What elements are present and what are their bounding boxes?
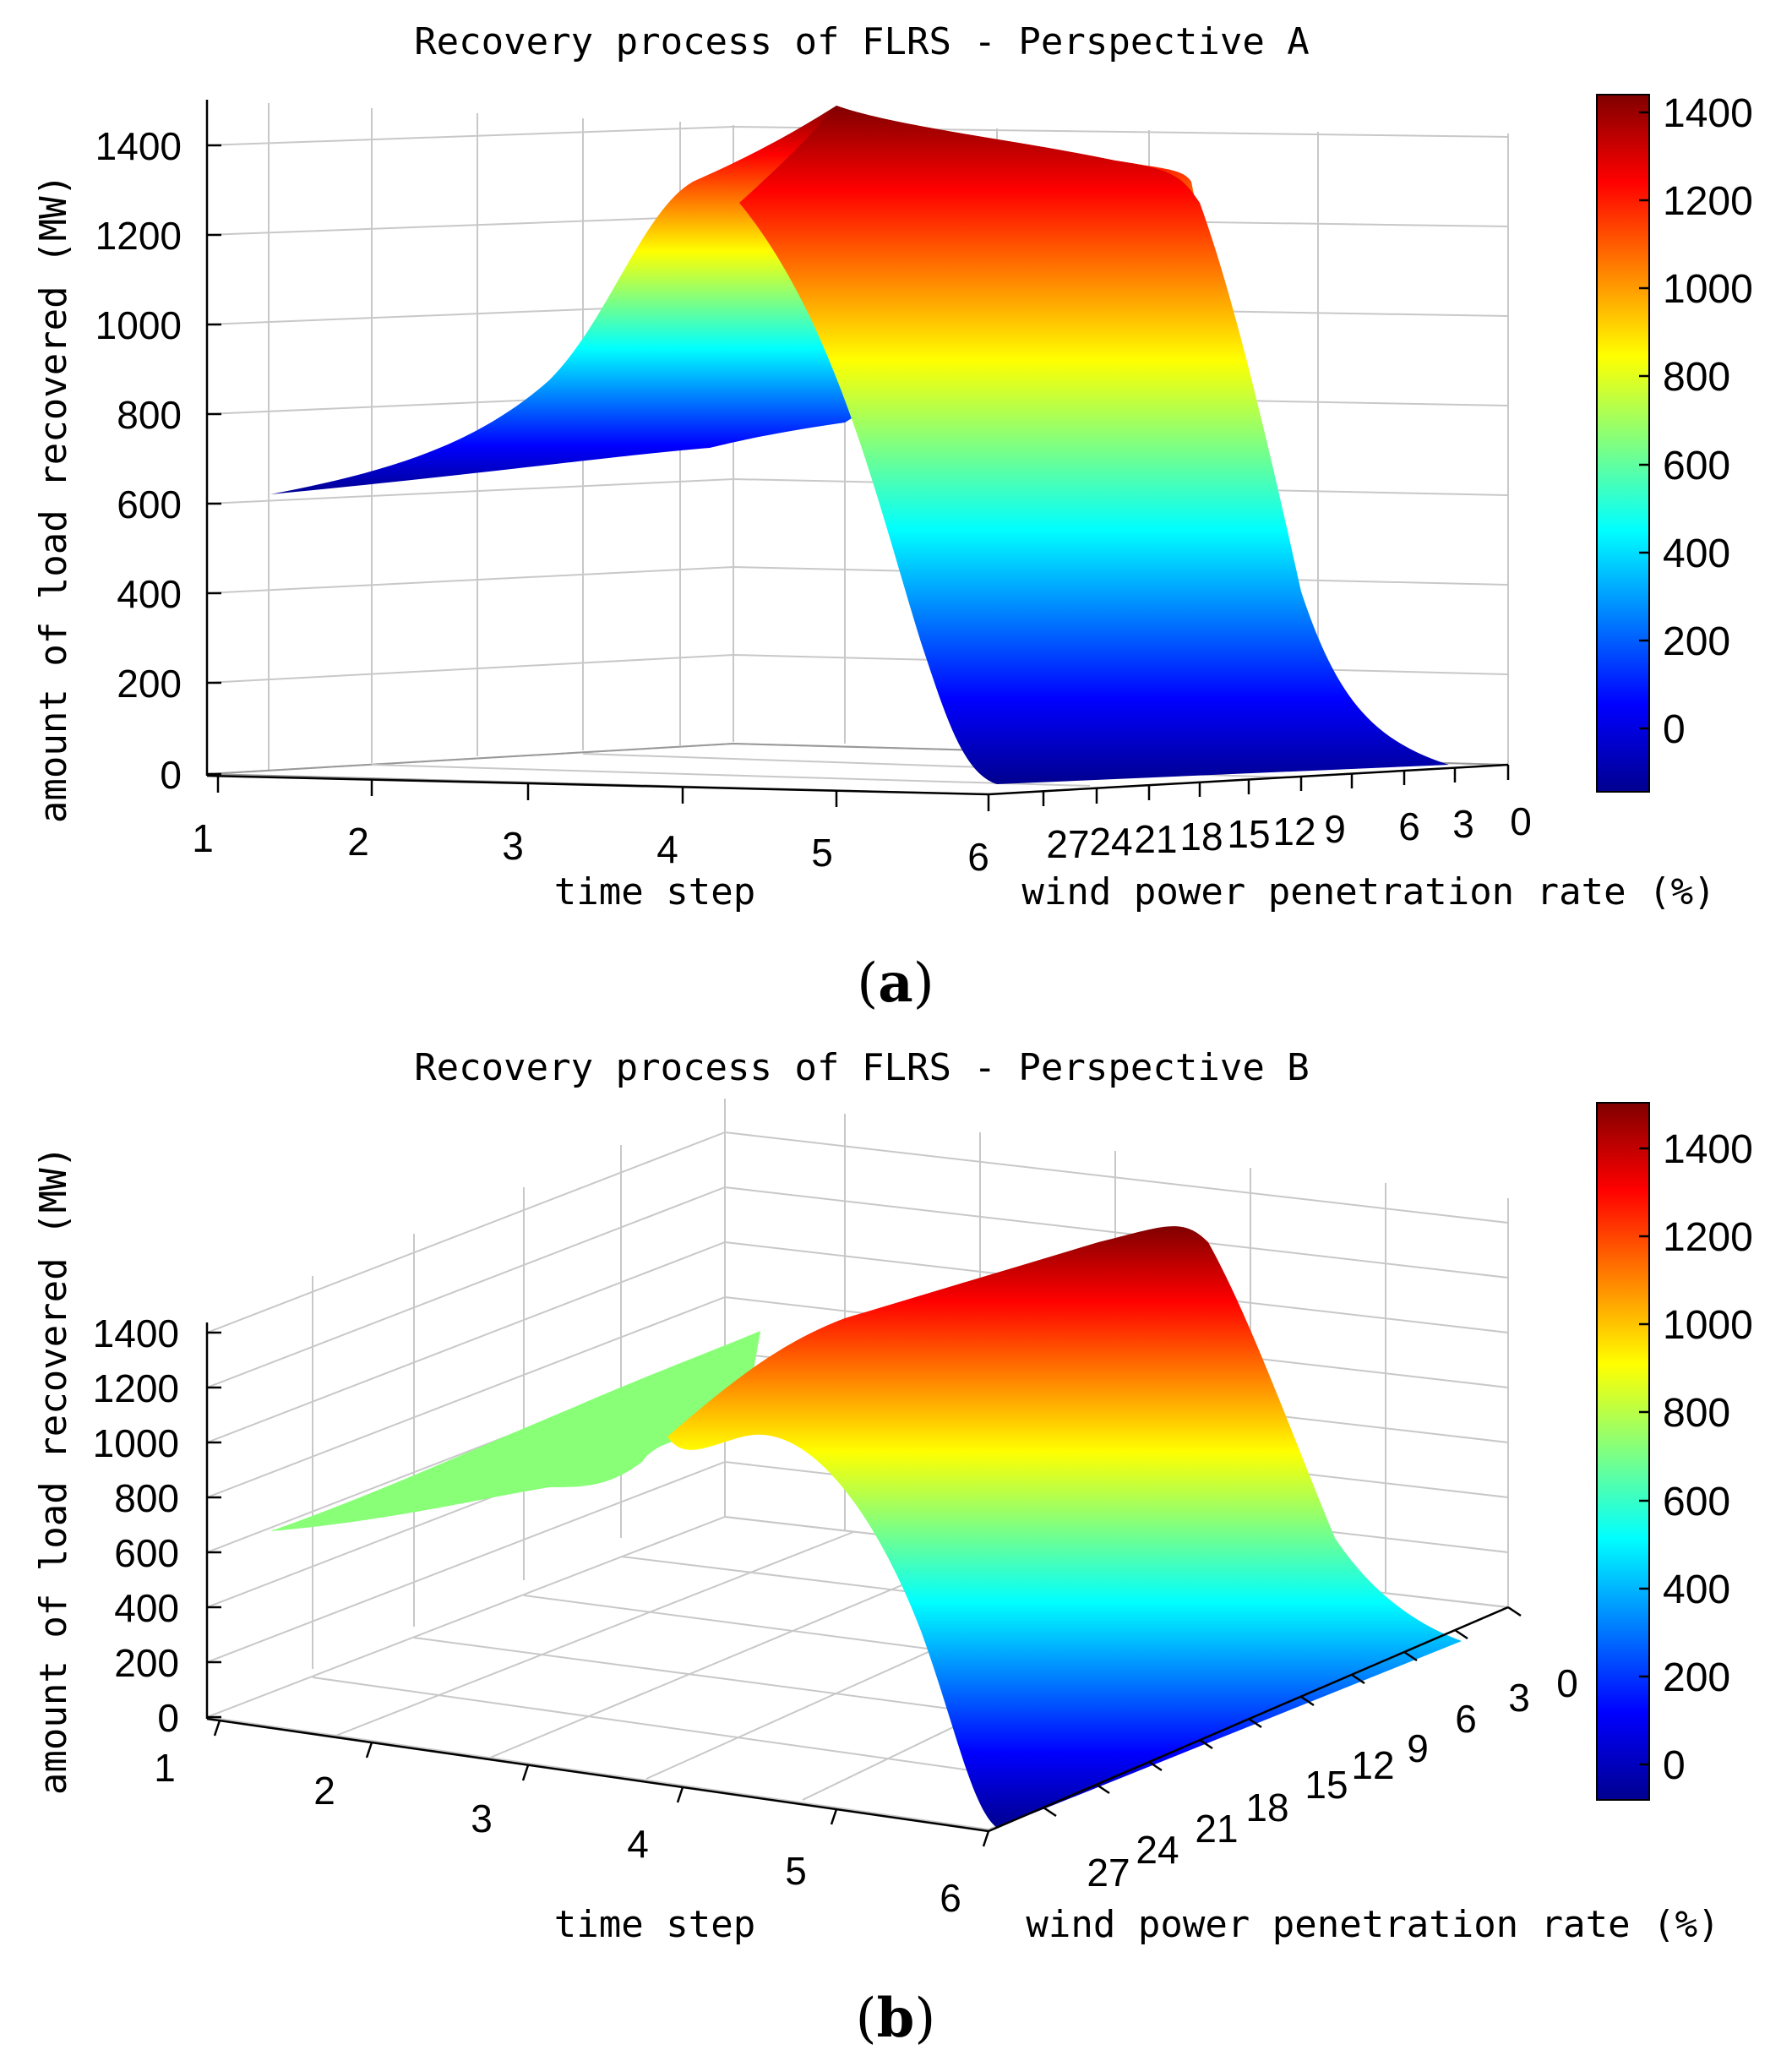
- chart-b-ylabel: wind power penetration rate (%): [1026, 1903, 1719, 1946]
- chart-b-cbtick-600: 600: [1663, 1480, 1730, 1524]
- chart-a-surface-front: [739, 106, 1449, 784]
- chart-b-ztick-400: 400: [114, 1586, 179, 1630]
- chart-b-cbtick-800: 800: [1663, 1391, 1730, 1436]
- chart-b-ytick-21: 21: [1195, 1807, 1238, 1851]
- chart-b-colorbar: 0 200 400 600 800 1000 1200 1400: [1596, 1102, 1753, 1801]
- chart-a-xtick-2: 2: [347, 820, 369, 864]
- chart-b-x-axis: [206, 1717, 989, 1833]
- chart-b-ytick-24: 24: [1136, 1828, 1179, 1872]
- chart-b-xlabel: time step: [554, 1903, 755, 1946]
- chart-b-ytick-0: 0: [1556, 1661, 1578, 1705]
- chart-a-ytick-9: 9: [1324, 807, 1346, 851]
- chart-a-colorbar-bar: [1596, 94, 1650, 793]
- chart-a-zlabel: amount of load recovered (MW): [32, 174, 75, 823]
- chart-b-cbtick-0: 0: [1663, 1743, 1686, 1788]
- chart-a-ytick-3: 3: [1452, 802, 1474, 846]
- chart-a-ytick-6: 6: [1398, 804, 1420, 848]
- chart-b-surface-back: [270, 1331, 760, 1531]
- chart-b-cbtick-400: 400: [1663, 1568, 1730, 1612]
- chart-a-xtick-1: 1: [192, 816, 214, 860]
- chart-b-zlabel: amount of load recovered (MW): [32, 1146, 75, 1795]
- chart-a-ytick-0: 0: [1510, 799, 1532, 843]
- chart-a-ztick-800: 800: [117, 393, 182, 437]
- chart-a-ytick-15: 15: [1227, 812, 1270, 856]
- panel-b-label: (b): [856, 1987, 936, 2050]
- chart-b-x-ticks: 1 2 3 4 5 6: [154, 1720, 990, 1920]
- chart-b-ytick-6: 6: [1455, 1697, 1477, 1741]
- chart-a-ytick-21: 21: [1134, 817, 1177, 861]
- chart-b-ytick-15: 15: [1305, 1763, 1348, 1807]
- chart-b-cbtick-1000: 1000: [1663, 1303, 1753, 1348]
- panel-a: Recovery process of FLRS - Perspective A: [32, 20, 1753, 1015]
- chart-b-ztick-600: 600: [114, 1531, 179, 1575]
- chart-b-ztick-200: 200: [114, 1641, 179, 1685]
- chart-a-ytick-24: 24: [1089, 820, 1132, 864]
- chart-a-colorbar: 0 200 400 600 800 1000 1200 1400: [1596, 91, 1753, 793]
- chart-b-ytick-12: 12: [1351, 1743, 1394, 1787]
- chart-a-xtick-4: 4: [656, 827, 678, 871]
- chart-b-ytick-18: 18: [1245, 1786, 1288, 1829]
- chart-b-ztick-1000: 1000: [93, 1421, 179, 1465]
- chart-a-ztick-200: 200: [117, 662, 182, 706]
- chart-b-surface-front: [667, 1226, 1462, 1828]
- chart-b-ztick-1400: 1400: [93, 1311, 179, 1355]
- chart-a-xlabel: time step: [554, 870, 755, 913]
- chart-a-cbtick-1200: 1200: [1663, 179, 1753, 224]
- chart-b-title: Recovery process of FLRS - Perspective B: [414, 1046, 1310, 1089]
- chart-a-ztick-0: 0: [160, 753, 182, 797]
- chart-b-cbtick-1200: 1200: [1663, 1215, 1753, 1260]
- chart-b-xtick-3: 3: [471, 1797, 493, 1840]
- chart-b-ytick-27: 27: [1087, 1851, 1130, 1895]
- chart-a-xtick-6: 6: [967, 835, 989, 879]
- chart-b-ztick-1200: 1200: [93, 1366, 179, 1410]
- chart-b-cbtick-200: 200: [1663, 1655, 1730, 1700]
- chart-b-xtick-6: 6: [940, 1876, 961, 1920]
- chart-a-ztick-1000: 1000: [95, 303, 182, 347]
- chart-b-colorbar-bar: [1596, 1102, 1650, 1801]
- chart-a-cbtick-400: 400: [1663, 532, 1730, 576]
- chart-b-ytick-9: 9: [1407, 1726, 1429, 1770]
- chart-a-title: Recovery process of FLRS - Perspective A: [414, 20, 1310, 63]
- chart-b-xtick-4: 4: [627, 1822, 649, 1866]
- chart-a-cbtick-200: 200: [1663, 619, 1730, 664]
- chart-a-ztick-1200: 1200: [95, 214, 182, 258]
- chart-a-cbtick-600: 600: [1663, 444, 1730, 488]
- chart-b-cbtick-1400: 1400: [1663, 1127, 1753, 1172]
- chart-a-ztick-600: 600: [117, 483, 182, 526]
- chart-a-ytick-27: 27: [1046, 822, 1089, 866]
- chart-a-ztick-1400: 1400: [95, 124, 182, 168]
- panel-a-label: (a): [857, 951, 934, 1015]
- chart-a-x-axis: [206, 774, 989, 796]
- chart-a-x-ticks: 1 2 3 4 5 6: [192, 776, 990, 879]
- chart-b-ztick-800: 800: [114, 1476, 179, 1520]
- chart-b-xtick-1: 1: [154, 1746, 176, 1790]
- chart-a-cbtick-1400: 1400: [1663, 91, 1753, 136]
- chart-b-y-axis: [988, 1606, 1509, 1833]
- chart-b-ztick-0: 0: [157, 1696, 179, 1740]
- chart-b-xtick-5: 5: [785, 1849, 807, 1893]
- chart-a-ylabel: wind power penetration rate (%): [1021, 870, 1715, 913]
- chart-a-cbtick-1000: 1000: [1663, 267, 1753, 312]
- chart-a-ztick-400: 400: [117, 572, 182, 616]
- chart-a-cbtick-0: 0: [1663, 707, 1686, 752]
- chart-a-surface: [270, 106, 1449, 784]
- chart-a-y-ticks: 27 24 21 18 15 12 9 6 3 0: [1042, 765, 1532, 866]
- chart-b-y-ticks: 27 24 21 18 15 12 9 6 3 0: [1043, 1606, 1578, 1895]
- chart-a-ytick-18: 18: [1179, 815, 1223, 859]
- chart-b-ytick-3: 3: [1508, 1676, 1530, 1720]
- chart-a-cbtick-800: 800: [1663, 355, 1730, 400]
- chart-a-xtick-5: 5: [811, 831, 833, 875]
- chart-b-xtick-2: 2: [313, 1769, 335, 1813]
- chart-a-xtick-3: 3: [502, 824, 524, 868]
- chart-a-ytick-12: 12: [1272, 810, 1315, 853]
- chart-b-surface: [270, 1226, 1462, 1828]
- chart-b-z-ticks: 0 200 400 600 800 1000 1200 1400: [93, 1311, 221, 1740]
- chart-a-z-ticks: 0 200 400 600 800 1000 1200 1400: [95, 124, 221, 797]
- panel-b: Recovery process of FLRS - Perspective B: [32, 1046, 1753, 2050]
